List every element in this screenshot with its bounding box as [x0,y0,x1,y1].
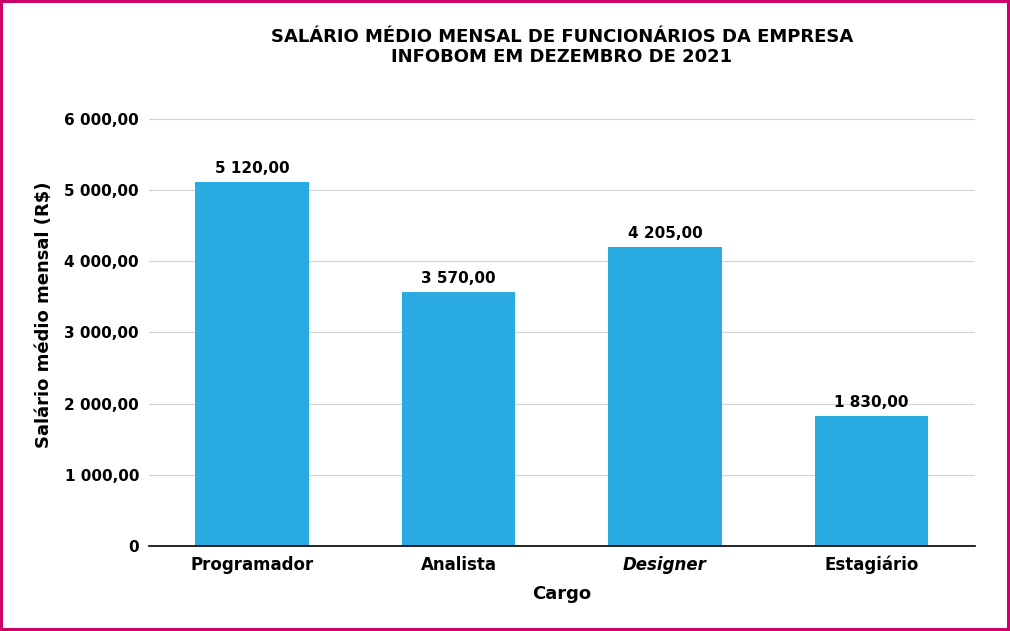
Title: SALÁRIO MÉDIO MENSAL DE FUNCIONÁRIOS DA EMPRESA
INFOBOM EM DEZEMBRO DE 2021: SALÁRIO MÉDIO MENSAL DE FUNCIONÁRIOS DA … [271,28,852,66]
Bar [815,416,928,546]
Text: 1 830,00: 1 830,00 [834,395,909,410]
X-axis label: Cargo: Cargo [532,586,591,603]
Text: 3 570,00: 3 570,00 [421,271,496,286]
Text: 4 205,00: 4 205,00 [627,226,702,241]
Bar [608,247,722,546]
Bar [195,182,309,546]
Text: 5 120,00: 5 120,00 [215,161,289,176]
Bar [402,292,515,546]
Y-axis label: Salário médio mensal (R$): Salário médio mensal (R$) [35,181,54,448]
